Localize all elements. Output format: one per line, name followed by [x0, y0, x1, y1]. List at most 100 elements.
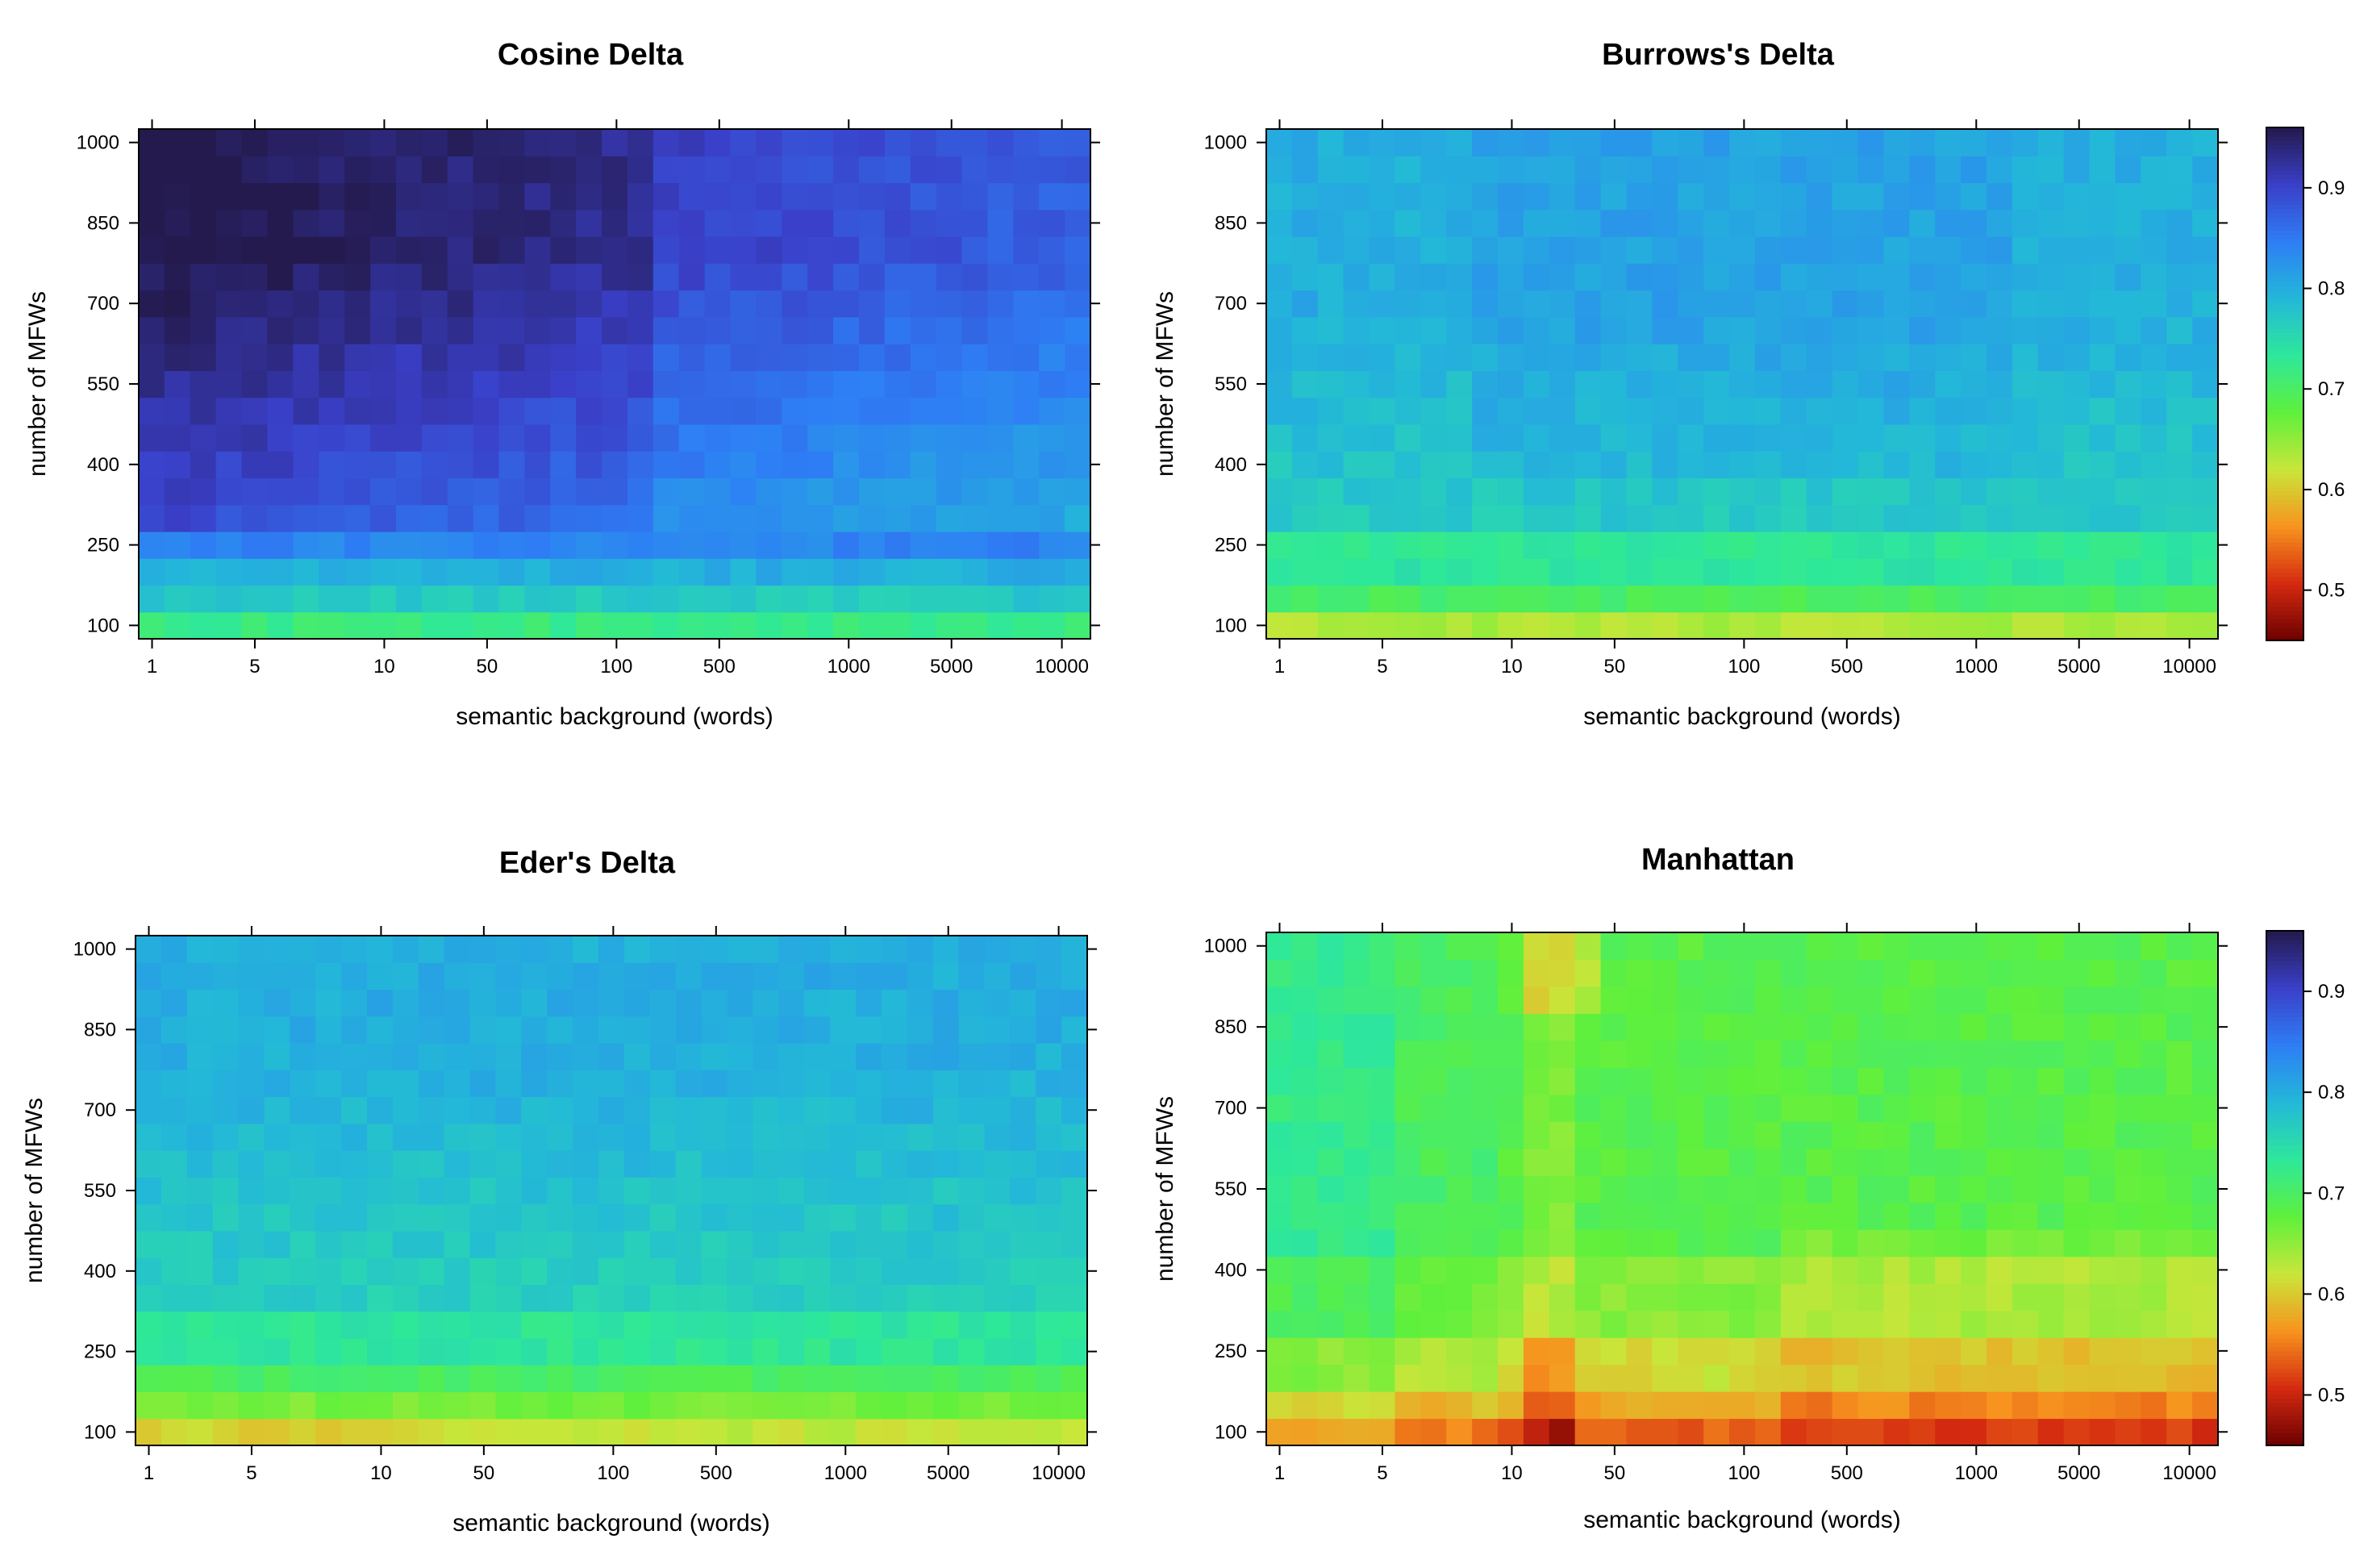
heatmap-cell [881, 1203, 908, 1232]
heatmap-cell [1065, 451, 1091, 479]
heatmap-cell [1729, 397, 1756, 425]
heatmap-cell [1986, 1256, 2013, 1284]
heatmap-cell [264, 1337, 290, 1366]
heatmap-cell [1883, 1040, 1910, 1068]
heatmap-cell [2166, 344, 2193, 371]
heatmap-cell [1961, 1418, 1987, 1446]
heatmap-cell [1600, 236, 1628, 264]
colorbar-step [2266, 405, 2303, 411]
heatmap-cell [1010, 1070, 1036, 1098]
heatmap-cell [2063, 344, 2091, 371]
heatmap-cell [573, 1365, 599, 1393]
heatmap-cell [881, 1337, 908, 1366]
heatmap-cell [495, 1203, 522, 1232]
colorbar-step [2266, 286, 2303, 290]
heatmap-cell [2166, 558, 2193, 586]
heatmap-cell [238, 936, 265, 963]
heatmap-cell [498, 156, 525, 184]
heatmap-cell [1806, 316, 1833, 344]
heatmap-cell [2115, 423, 2141, 452]
heatmap-cell [293, 370, 319, 398]
heatmap-cell [215, 477, 243, 506]
heatmap-cell [2063, 1364, 2091, 1392]
heatmap-cell [1061, 1123, 1088, 1151]
heatmap-cell [1909, 1229, 1936, 1257]
heatmap-cell [1061, 1070, 1088, 1098]
colorbar-step [2266, 1316, 2303, 1322]
x-tick-label: 5 [1377, 656, 1387, 678]
heatmap-cell [190, 451, 217, 479]
heatmap-cell [958, 962, 986, 990]
heatmap-cell [1961, 1202, 1987, 1230]
heatmap-cell [319, 182, 345, 211]
heatmap-cell [1395, 370, 1421, 398]
heatmap-cell [547, 1177, 573, 1205]
x-tick-label: 5000 [930, 656, 973, 678]
heatmap-cell [547, 1284, 573, 1312]
heatmap-cell [704, 156, 732, 184]
heatmap-cell [1446, 1283, 1473, 1312]
heatmap-cell [1857, 209, 1884, 237]
heatmap-cell [1039, 209, 1065, 237]
heatmap-cell [1446, 1364, 1473, 1392]
heatmap-cell [1369, 316, 1396, 344]
heatmap-cell [1832, 1175, 1859, 1203]
y-tick-label: 1000 [1204, 132, 1247, 154]
heatmap-cell [1472, 370, 1499, 398]
heatmap-cell [1291, 451, 1319, 479]
heatmap-cell [473, 129, 500, 156]
heatmap-cell [473, 477, 500, 506]
heatmap-cell [319, 129, 345, 156]
heatmap-cell [418, 1230, 445, 1258]
heatmap-cell [1266, 504, 1293, 532]
heatmap-cell [1343, 585, 1370, 613]
heatmap-cell [1857, 986, 1884, 1015]
heatmap-cell [1317, 1040, 1345, 1068]
heatmap-cell [2192, 290, 2219, 318]
heatmap-cell [1703, 1391, 1730, 1420]
heatmap-cell [2012, 236, 2039, 264]
heatmap-cell [1600, 182, 1628, 211]
heatmap-cell [1061, 1043, 1088, 1070]
heatmap-cell [1523, 209, 1550, 237]
heatmap-cell [1857, 1202, 1884, 1230]
heatmap-cell [1395, 1337, 1421, 1366]
heatmap-cell [1729, 1283, 1756, 1312]
heatmap-cell [241, 129, 269, 156]
heatmap-cell [855, 1015, 882, 1044]
heatmap-cell [984, 1150, 1011, 1178]
heatmap-cell [1961, 1175, 1987, 1203]
heatmap-cell [675, 1043, 702, 1070]
heatmap-cell [701, 1150, 728, 1178]
heatmap-cell [319, 531, 345, 559]
heatmap-cell [958, 989, 986, 1017]
colorbar-step [2266, 1235, 2303, 1241]
heatmap-cell [1857, 1040, 1884, 1068]
heatmap-cell [1266, 370, 1293, 398]
heatmap-cell [910, 397, 937, 425]
heatmap-cell [1935, 1040, 1962, 1068]
heatmap-cell [1266, 129, 1293, 156]
heatmap-cell [1754, 959, 1782, 987]
heatmap-cell [2115, 1013, 2141, 1041]
heatmap-cell [675, 1230, 702, 1258]
heatmap-cell [1729, 423, 1756, 452]
heatmap-cell [1729, 236, 1756, 264]
heatmap-cell [1961, 316, 1987, 344]
heatmap-cell [1678, 156, 1704, 184]
heatmap-cell [190, 263, 217, 291]
heatmap-cell [1652, 156, 1678, 184]
heatmap-cell [344, 263, 371, 291]
heatmap-cell [855, 989, 882, 1017]
heatmap-cell [1013, 423, 1040, 452]
heatmap-cell [1446, 423, 1473, 452]
heatmap-cell [1909, 504, 1936, 532]
heatmap-cell [1652, 558, 1678, 586]
colorbar-step [2266, 1261, 2303, 1266]
heatmap-cell [469, 1203, 497, 1232]
heatmap-cell [573, 1337, 599, 1366]
heatmap-cell [576, 558, 602, 586]
x-tick-label: 100 [597, 1462, 629, 1484]
heatmap-cell [521, 962, 548, 990]
heatmap-cell [315, 1365, 342, 1393]
